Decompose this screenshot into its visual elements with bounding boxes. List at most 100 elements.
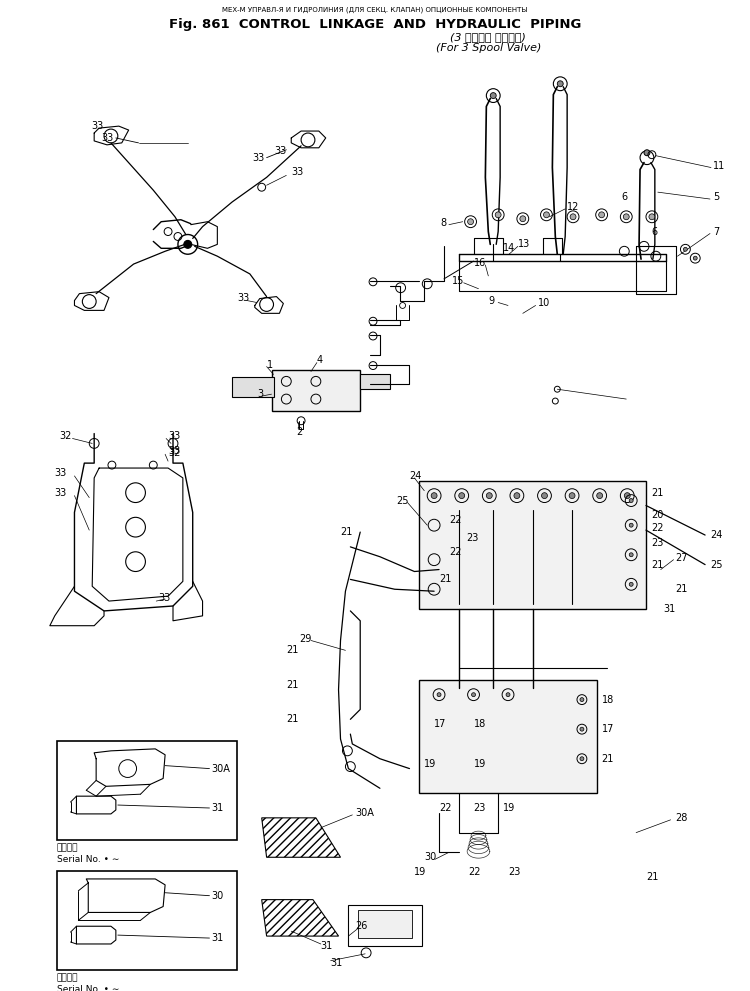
Circle shape bbox=[629, 553, 633, 557]
Text: 9: 9 bbox=[488, 295, 494, 305]
Circle shape bbox=[520, 216, 526, 222]
Text: Serial No. • ∼: Serial No. • ∼ bbox=[57, 854, 119, 864]
Polygon shape bbox=[262, 900, 338, 936]
Text: 7: 7 bbox=[713, 227, 719, 237]
Text: 24: 24 bbox=[410, 471, 422, 481]
Text: 19: 19 bbox=[424, 759, 436, 769]
Circle shape bbox=[570, 214, 576, 220]
Polygon shape bbox=[262, 818, 340, 857]
Text: 23: 23 bbox=[466, 533, 479, 543]
Text: 17: 17 bbox=[602, 724, 614, 734]
Text: 33: 33 bbox=[237, 292, 249, 302]
Text: 適用号機: 適用号機 bbox=[57, 843, 78, 852]
Text: 31: 31 bbox=[331, 957, 343, 967]
Text: 33: 33 bbox=[55, 488, 67, 497]
Text: 33: 33 bbox=[102, 133, 114, 143]
Circle shape bbox=[459, 493, 465, 498]
Text: 21: 21 bbox=[651, 488, 663, 497]
Text: 31: 31 bbox=[211, 803, 223, 813]
Text: 6: 6 bbox=[651, 227, 657, 237]
Text: 23: 23 bbox=[651, 538, 663, 548]
Text: 21: 21 bbox=[340, 527, 353, 537]
Text: 3: 3 bbox=[258, 389, 264, 399]
Circle shape bbox=[472, 693, 476, 697]
Text: 17: 17 bbox=[434, 719, 446, 729]
Circle shape bbox=[693, 257, 698, 260]
Text: 31: 31 bbox=[211, 934, 223, 943]
Bar bbox=[57, 871, 237, 969]
Circle shape bbox=[514, 493, 520, 498]
Text: 適用号機: 適用号機 bbox=[57, 973, 78, 982]
Circle shape bbox=[569, 493, 575, 498]
Text: 33: 33 bbox=[291, 167, 304, 177]
Text: 14: 14 bbox=[503, 244, 515, 254]
Circle shape bbox=[629, 498, 633, 502]
Text: 33: 33 bbox=[168, 430, 180, 441]
Circle shape bbox=[431, 493, 437, 498]
Text: 30: 30 bbox=[424, 852, 436, 862]
Circle shape bbox=[495, 212, 501, 218]
Text: 21: 21 bbox=[651, 560, 663, 570]
Bar bbox=[349, 905, 422, 946]
Circle shape bbox=[506, 693, 510, 697]
Text: 10: 10 bbox=[538, 298, 550, 308]
Text: МЕХ-М УПРАВЛ-Я И ГИДРОЛИНИЯ (ДЛЯ СЕКЦ. КЛАПАН) ОПЦИОННЫЕ КОМПОНЕНТЫ: МЕХ-М УПРАВЛ-Я И ГИДРОЛИНИЯ (ДЛЯ СЕКЦ. К… bbox=[222, 7, 528, 14]
Text: 20: 20 bbox=[651, 510, 663, 520]
Text: 22: 22 bbox=[651, 523, 664, 533]
Bar bbox=[419, 680, 597, 793]
Text: 32: 32 bbox=[168, 448, 181, 458]
Text: 25: 25 bbox=[397, 496, 410, 505]
Circle shape bbox=[598, 212, 604, 218]
Text: 21: 21 bbox=[676, 585, 688, 595]
Text: 21: 21 bbox=[286, 680, 298, 690]
Circle shape bbox=[623, 214, 629, 220]
Circle shape bbox=[580, 757, 584, 761]
Text: 19: 19 bbox=[473, 759, 486, 769]
Circle shape bbox=[644, 150, 650, 156]
Bar bbox=[358, 911, 413, 938]
Text: 33: 33 bbox=[55, 468, 67, 478]
Text: 15: 15 bbox=[452, 275, 464, 285]
Text: 22: 22 bbox=[469, 867, 481, 877]
Text: 19: 19 bbox=[503, 803, 515, 813]
Text: 18: 18 bbox=[602, 695, 614, 705]
Text: 21: 21 bbox=[286, 715, 298, 724]
Text: 11: 11 bbox=[713, 161, 725, 170]
Circle shape bbox=[683, 248, 687, 252]
Text: 30A: 30A bbox=[356, 808, 374, 818]
Text: 21: 21 bbox=[286, 645, 298, 655]
Text: Serial No. • ∼: Serial No. • ∼ bbox=[57, 985, 119, 991]
Bar bbox=[419, 481, 646, 608]
Text: Fig. 861  CONTROL  LINKAGE  AND  HYDRAULIC  PIPING: Fig. 861 CONTROL LINKAGE AND HYDRAULIC P… bbox=[169, 18, 581, 31]
Text: 8: 8 bbox=[440, 218, 446, 228]
Circle shape bbox=[467, 219, 473, 225]
Bar bbox=[232, 378, 274, 397]
Text: 23: 23 bbox=[473, 803, 486, 813]
Text: 6: 6 bbox=[621, 192, 628, 202]
Circle shape bbox=[624, 493, 630, 498]
Text: 18: 18 bbox=[473, 719, 486, 729]
Text: 30: 30 bbox=[211, 891, 223, 901]
Text: 32: 32 bbox=[60, 430, 72, 441]
Bar bbox=[272, 370, 360, 411]
Text: 21: 21 bbox=[439, 575, 452, 585]
Text: 22: 22 bbox=[449, 547, 461, 557]
Text: 23: 23 bbox=[508, 867, 520, 877]
Circle shape bbox=[629, 523, 633, 527]
Text: 16: 16 bbox=[473, 258, 486, 269]
Text: 12: 12 bbox=[567, 202, 580, 212]
Circle shape bbox=[557, 81, 563, 86]
Text: 33: 33 bbox=[168, 446, 180, 456]
Text: 33: 33 bbox=[253, 153, 265, 163]
Text: 33: 33 bbox=[92, 121, 104, 131]
Text: 13: 13 bbox=[518, 240, 530, 250]
Circle shape bbox=[544, 212, 550, 218]
Text: 21: 21 bbox=[602, 754, 614, 764]
Text: (3 スプール バルブ用): (3 スプール バルブ用) bbox=[451, 32, 526, 42]
Text: 31: 31 bbox=[664, 604, 676, 614]
Text: 1: 1 bbox=[266, 360, 273, 370]
Text: 5: 5 bbox=[713, 192, 719, 202]
Text: 22: 22 bbox=[449, 515, 461, 525]
Text: 2: 2 bbox=[296, 426, 302, 437]
Circle shape bbox=[437, 693, 441, 697]
